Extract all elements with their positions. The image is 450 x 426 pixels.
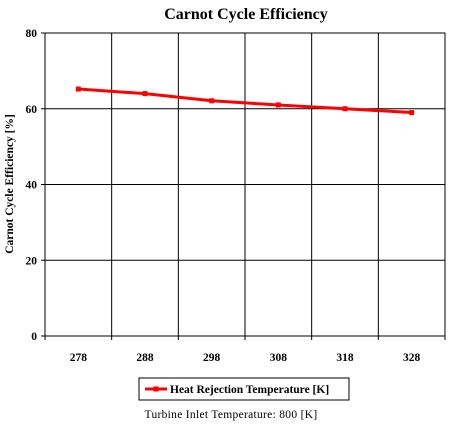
y-axis-ticks: 0 20 40 60 80 [26, 28, 45, 343]
x-tick-label: 328 [403, 352, 421, 364]
legend: Heat Rejection Temperature [K] [138, 377, 350, 401]
legend-box [138, 377, 350, 401]
grid-lines [45, 33, 445, 336]
legend-label: Heat Rejection Temperature [K] [170, 384, 329, 396]
turbine-inlet-note: Turbine Inlet Temperature: 800 [K] [145, 409, 318, 421]
data-point [342, 106, 348, 112]
data-point [275, 102, 281, 108]
x-tick-label: 318 [336, 352, 354, 364]
data-point [409, 110, 415, 116]
y-axis-label: Carnot Cycle Efficiency [%] [4, 114, 16, 254]
y-tick-label: 60 [26, 104, 38, 116]
x-tick-label: 298 [203, 352, 221, 364]
x-tick-label: 308 [270, 352, 288, 364]
data-point [142, 91, 148, 97]
x-tick-label: 278 [70, 352, 88, 364]
data-point [209, 98, 215, 104]
y-tick-label: 40 [26, 180, 38, 192]
chart-title: Carnot Cycle Efficiency [164, 6, 328, 23]
y-tick-label: 0 [31, 331, 37, 343]
x-tick-label: 288 [136, 352, 154, 364]
x-axis-ticks: 278 288 298 308 318 328 [44, 336, 446, 364]
y-tick-label: 80 [26, 28, 38, 40]
series-line [78, 87, 412, 115]
series-lines [75, 86, 415, 116]
legend-marker-swatch [153, 386, 159, 392]
data-point [75, 86, 81, 92]
y-tick-label: 20 [26, 255, 38, 267]
